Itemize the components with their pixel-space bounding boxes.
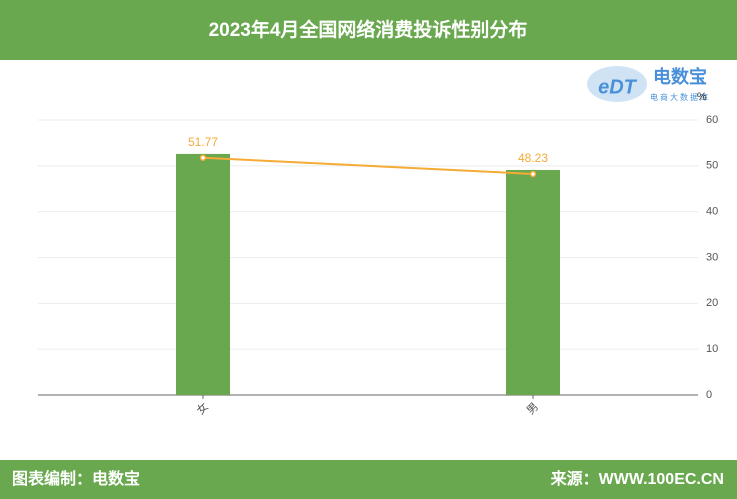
y-tick-label: 40 xyxy=(706,206,718,218)
footer-right: 来源：WWW.100EC.CN xyxy=(550,469,724,488)
header-band xyxy=(0,0,737,60)
data-label: 51.77 xyxy=(188,135,218,149)
logo-name: 电数宝 xyxy=(653,66,707,87)
logo-tagline: 电商大数据库 xyxy=(650,92,710,102)
y-tick-label: 20 xyxy=(706,297,718,309)
chart-title: 2023年4月全国网络消费投诉性别分布 xyxy=(209,18,528,41)
x-tick-label: 男 xyxy=(525,401,541,417)
line-point xyxy=(199,154,207,161)
line-point xyxy=(529,170,537,178)
bar xyxy=(176,153,230,395)
y-unit: % xyxy=(697,91,707,103)
bar xyxy=(506,169,560,395)
y-tick-label: 30 xyxy=(706,251,718,263)
y-tick-label: 10 xyxy=(706,343,718,355)
footer-left: 图表编制：电数宝 xyxy=(12,469,140,488)
y-tick-label: 60 xyxy=(706,114,718,126)
y-tick-label: 0 xyxy=(706,389,712,401)
logo-mark: eDT xyxy=(598,76,638,98)
logo-cloud xyxy=(587,66,647,102)
data-label: 48.23 xyxy=(518,151,548,165)
line xyxy=(202,156,534,175)
x-tick-label: 女 xyxy=(193,399,211,417)
y-tick-label: 50 xyxy=(706,160,718,172)
logo: eDT 电数宝 电商大数据库 xyxy=(587,66,710,102)
footer-band xyxy=(0,460,737,499)
